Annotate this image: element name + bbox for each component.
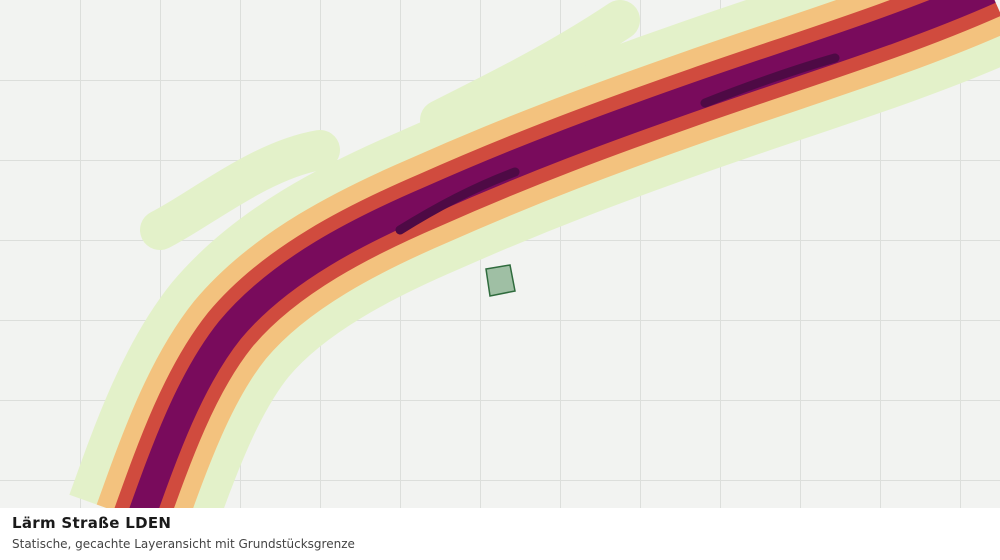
parcel-boundary[interactable]	[485, 264, 516, 297]
noise-layer	[69, 0, 1000, 508]
caption-panel: Lärm Straße LDEN Statische, gecachte Lay…	[0, 508, 1000, 560]
map	[0, 0, 1000, 508]
noise-band-extreme	[395, 53, 840, 235]
caption-title: Lärm Straße LDEN	[12, 514, 172, 532]
noise-band-very-high	[129, 0, 996, 508]
caption-subtitle: Statische, gecachte Layeransicht mit Gru…	[12, 537, 355, 551]
noise-band-low	[140, 0, 640, 250]
